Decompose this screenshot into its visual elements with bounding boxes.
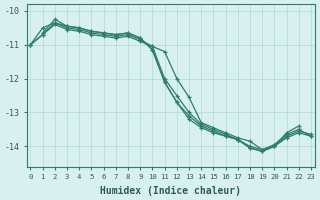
X-axis label: Humidex (Indice chaleur): Humidex (Indice chaleur) xyxy=(100,186,241,196)
